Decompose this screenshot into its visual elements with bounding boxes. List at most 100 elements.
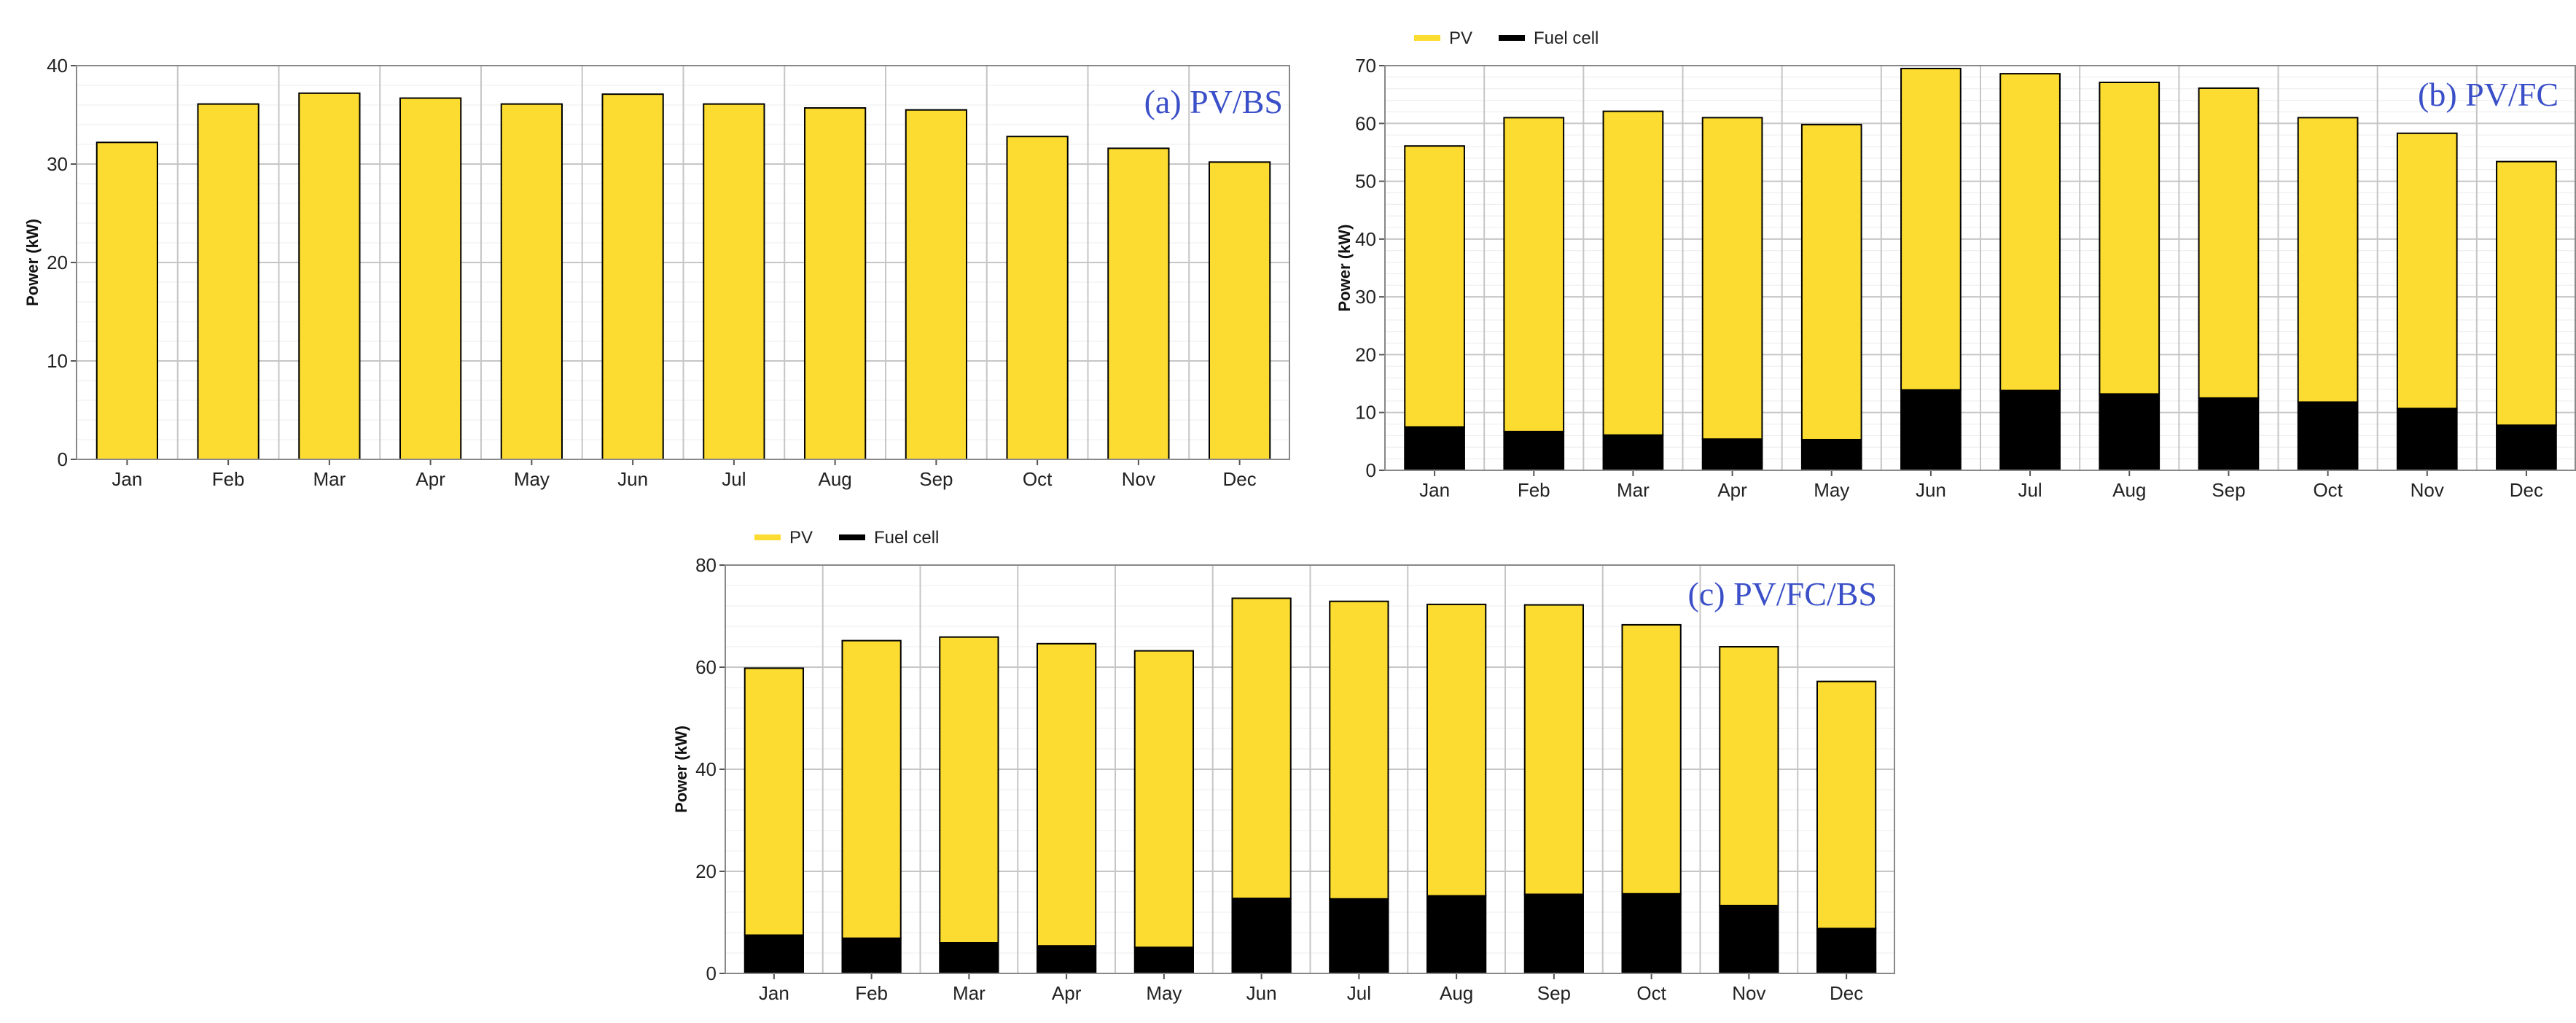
bar-pv bbox=[197, 103, 259, 461]
plot-frame bbox=[76, 65, 1290, 460]
panel-title: (b) PV/FC bbox=[2418, 76, 2559, 113]
bar-pv bbox=[1329, 600, 1389, 900]
y-axis-label: Power (kW) bbox=[23, 219, 42, 306]
y-tick-label: 20 bbox=[47, 252, 68, 273]
bar-pv bbox=[939, 636, 999, 944]
panel-title: (c) PV/FC/BS bbox=[1688, 575, 1877, 612]
legend-label-fuel-cell: Fuel cell bbox=[874, 528, 939, 548]
bar-pv bbox=[1006, 136, 1069, 460]
legend-label-fuel-cell: Fuel cell bbox=[1534, 28, 1599, 48]
bar-fuel-cell bbox=[1900, 389, 1962, 471]
x-tick-label: Nov bbox=[1732, 982, 1765, 1004]
bar-pv bbox=[1602, 110, 1664, 436]
bar-pv bbox=[703, 103, 765, 461]
bar-pv bbox=[2198, 87, 2260, 399]
chart-panel-c: 0 20 40 60 80 Jan Feb Mar Apr May Jun Jul Aug Sep Oct N… bbox=[663, 521, 1902, 1017]
bar-pv bbox=[1133, 650, 1194, 949]
x-tick-label: Jan bbox=[112, 468, 142, 490]
bar-pv bbox=[1523, 604, 1584, 895]
bar-pv bbox=[399, 97, 462, 461]
bar-pv bbox=[804, 107, 867, 461]
bar-fuel-cell bbox=[743, 934, 804, 974]
bar-fuel-cell bbox=[1816, 927, 1877, 975]
bar-pv bbox=[1404, 145, 1465, 428]
y-tick-label: 60 bbox=[1355, 112, 1376, 134]
plot-frame bbox=[1384, 65, 2576, 471]
x-tick-label: May bbox=[514, 468, 550, 490]
bar-fuel-cell bbox=[1133, 946, 1194, 974]
chart-b-svg: 0 10 20 30 40 50 60 70 Jan Feb Mar Apr May Jun Jul Aug S… bbox=[1335, 28, 2576, 501]
chart-panel-b: 0 10 20 30 40 50 60 70 Jan Feb Mar Apr May Jun Jul Aug S… bbox=[1327, 22, 2576, 503]
y-axis-label: Power (kW) bbox=[672, 726, 690, 813]
x-tick-label: Feb bbox=[212, 468, 245, 490]
bar-fuel-cell bbox=[1426, 895, 1487, 974]
y-tick-label: 30 bbox=[47, 153, 68, 175]
y-tick-label: 30 bbox=[1355, 286, 1376, 308]
x-tick-label: Sep bbox=[2212, 479, 2245, 501]
bar-fuel-cell bbox=[939, 942, 999, 974]
y-tick-label: 60 bbox=[695, 656, 717, 678]
y-tick-label: 20 bbox=[1355, 343, 1376, 365]
y-axis-label: Power (kW) bbox=[1335, 225, 1354, 312]
x-tick-label: Oct bbox=[1636, 982, 1666, 1004]
bar-pv bbox=[1999, 73, 2061, 392]
y-tick-label: 70 bbox=[1355, 55, 1376, 77]
x-tick-label: Mar bbox=[1617, 479, 1650, 501]
y-tick-label: 40 bbox=[47, 55, 68, 77]
bar-pv bbox=[2396, 132, 2458, 410]
x-tick-label: Oct bbox=[2313, 479, 2343, 501]
bar-fuel-cell bbox=[1404, 426, 1465, 471]
bar-fuel-cell bbox=[1231, 898, 1292, 974]
y-tick-label: 20 bbox=[695, 860, 717, 882]
x-tick-label: Sep bbox=[919, 468, 953, 490]
y-tick-label: 10 bbox=[47, 350, 68, 372]
x-tick-label: Apr bbox=[1717, 479, 1747, 501]
y-tick-label: 10 bbox=[1355, 402, 1376, 424]
y-tick-label: 80 bbox=[695, 554, 717, 576]
x-tick-label: Jan bbox=[759, 982, 789, 1004]
bar-pv bbox=[1037, 642, 1097, 947]
x-tick-label: Feb bbox=[1518, 479, 1550, 501]
y-tick-label: 0 bbox=[58, 448, 68, 470]
x-tick-label: Apr bbox=[415, 468, 445, 490]
x-tick-label: Aug bbox=[1440, 982, 1473, 1004]
x-tick-label: Jun bbox=[1246, 982, 1277, 1004]
bar-fuel-cell bbox=[1523, 893, 1584, 974]
bar-fuel-cell bbox=[1999, 389, 2061, 472]
y-tick-label: 40 bbox=[1355, 228, 1376, 250]
bar-fuel-cell bbox=[1503, 430, 1565, 472]
x-tick-label: Aug bbox=[2112, 479, 2146, 501]
y-tick-label: 0 bbox=[706, 962, 717, 984]
x-tick-label: Sep bbox=[1537, 982, 1571, 1004]
bar-fuel-cell bbox=[2396, 408, 2458, 472]
bar-pv bbox=[1231, 597, 1292, 900]
bar-fuel-cell bbox=[1602, 434, 1664, 472]
x-tick-label: Dec bbox=[1830, 982, 1863, 1004]
bar-pv bbox=[743, 667, 804, 936]
x-tick-label: Mar bbox=[313, 468, 346, 490]
bar-pv bbox=[2099, 81, 2161, 395]
panel-title: (a) PV/BS bbox=[1144, 83, 1283, 120]
bar-fuel-cell bbox=[1329, 898, 1389, 974]
x-tick-label: Jul bbox=[2018, 479, 2042, 501]
x-tick-label: Dec bbox=[1223, 468, 1257, 490]
x-tick-label: May bbox=[1814, 479, 1849, 501]
y-tick-label: 40 bbox=[695, 758, 717, 780]
x-tick-label: Nov bbox=[1122, 468, 1155, 490]
y-tick-label: 0 bbox=[1366, 459, 1376, 481]
plot-frame bbox=[725, 564, 1895, 974]
bar-fuel-cell bbox=[841, 937, 902, 975]
x-tick-label: Feb bbox=[855, 982, 888, 1004]
bar-fuel-cell bbox=[2297, 401, 2359, 472]
x-tick-label: Jul bbox=[722, 468, 746, 490]
x-tick-label: Mar bbox=[953, 982, 985, 1004]
bar-pv bbox=[905, 109, 967, 460]
x-tick-label: May bbox=[1146, 982, 1182, 1004]
bar-fuel-cell bbox=[1719, 904, 1779, 975]
bar-pv bbox=[1719, 646, 1779, 906]
bar-fuel-cell bbox=[1621, 892, 1682, 974]
bar-pv bbox=[841, 639, 902, 939]
bar-fuel-cell bbox=[2198, 397, 2260, 472]
bar-pv bbox=[1900, 67, 1962, 391]
bar-fuel-cell bbox=[1800, 438, 1862, 472]
